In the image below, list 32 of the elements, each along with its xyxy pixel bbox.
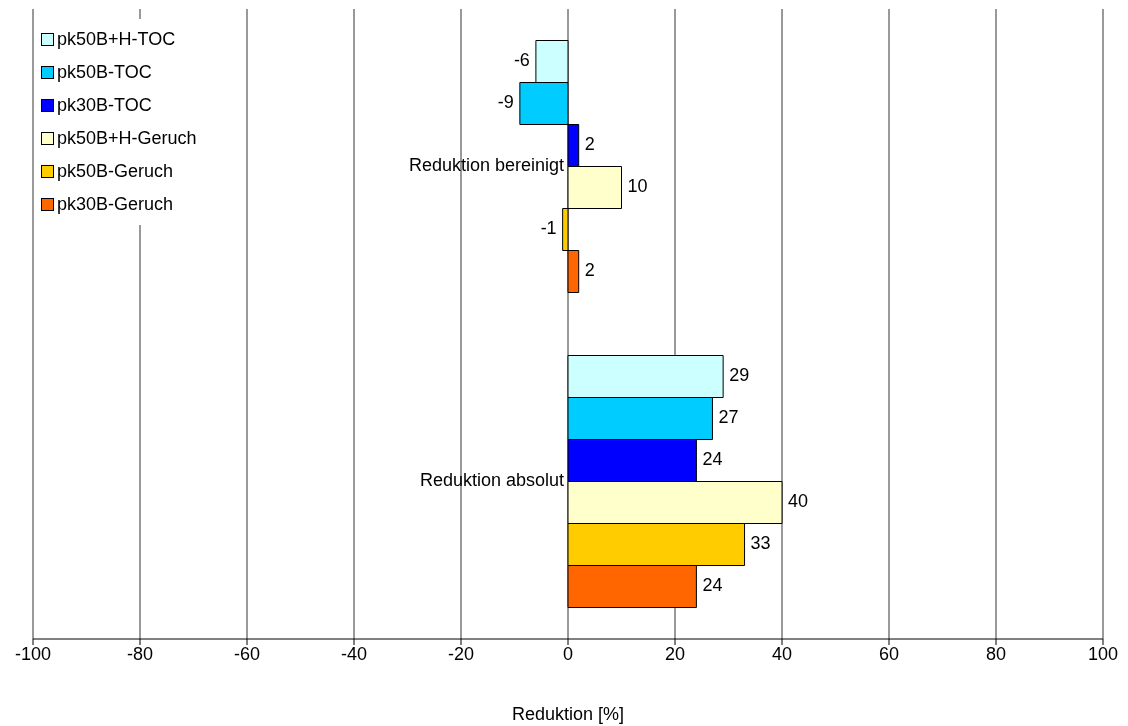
data-label: 27 (718, 407, 739, 428)
x-tick-label: 40 (771, 643, 793, 664)
legend-label: pk50B+H-TOC (57, 29, 176, 50)
data-label: 40 (788, 491, 809, 512)
data-label: -9 (497, 92, 514, 113)
legend-label: pk30B-TOC (57, 95, 152, 116)
x-tick-label: 20 (664, 643, 686, 664)
x-tick-label: -80 (126, 643, 154, 664)
legend-label: pk50B-Geruch (57, 161, 174, 182)
legend-label: pk50B+H-Geruch (57, 128, 197, 149)
x-tick-label: 60 (878, 643, 900, 664)
data-label: 24 (702, 575, 723, 596)
data-label: 24 (702, 449, 723, 470)
x-tick-label: 100 (1087, 643, 1119, 664)
x-tick-label: -60 (233, 643, 261, 664)
data-label: 10 (627, 176, 648, 197)
data-label: 29 (729, 365, 750, 386)
legend-label: pk30B-Geruch (57, 194, 174, 215)
y-tick-label: Reduktion absolut (419, 470, 564, 491)
data-label: 2 (584, 134, 595, 155)
x-axis-title: Reduktion [%] (511, 704, 625, 724)
data-label: -1 (540, 218, 557, 239)
data-label: -6 (513, 50, 530, 71)
y-tick-label: Reduktion bereinigt (408, 155, 564, 176)
data-label: 33 (750, 533, 771, 554)
legend-label: pk50B-TOC (57, 62, 152, 83)
x-tick-label: -40 (340, 643, 368, 664)
x-tick-label: 0 (562, 643, 574, 664)
x-tick-label: -100 (14, 643, 52, 664)
x-tick-label: -20 (447, 643, 475, 664)
x-tick-label: 80 (985, 643, 1007, 664)
data-label: 2 (584, 260, 595, 281)
